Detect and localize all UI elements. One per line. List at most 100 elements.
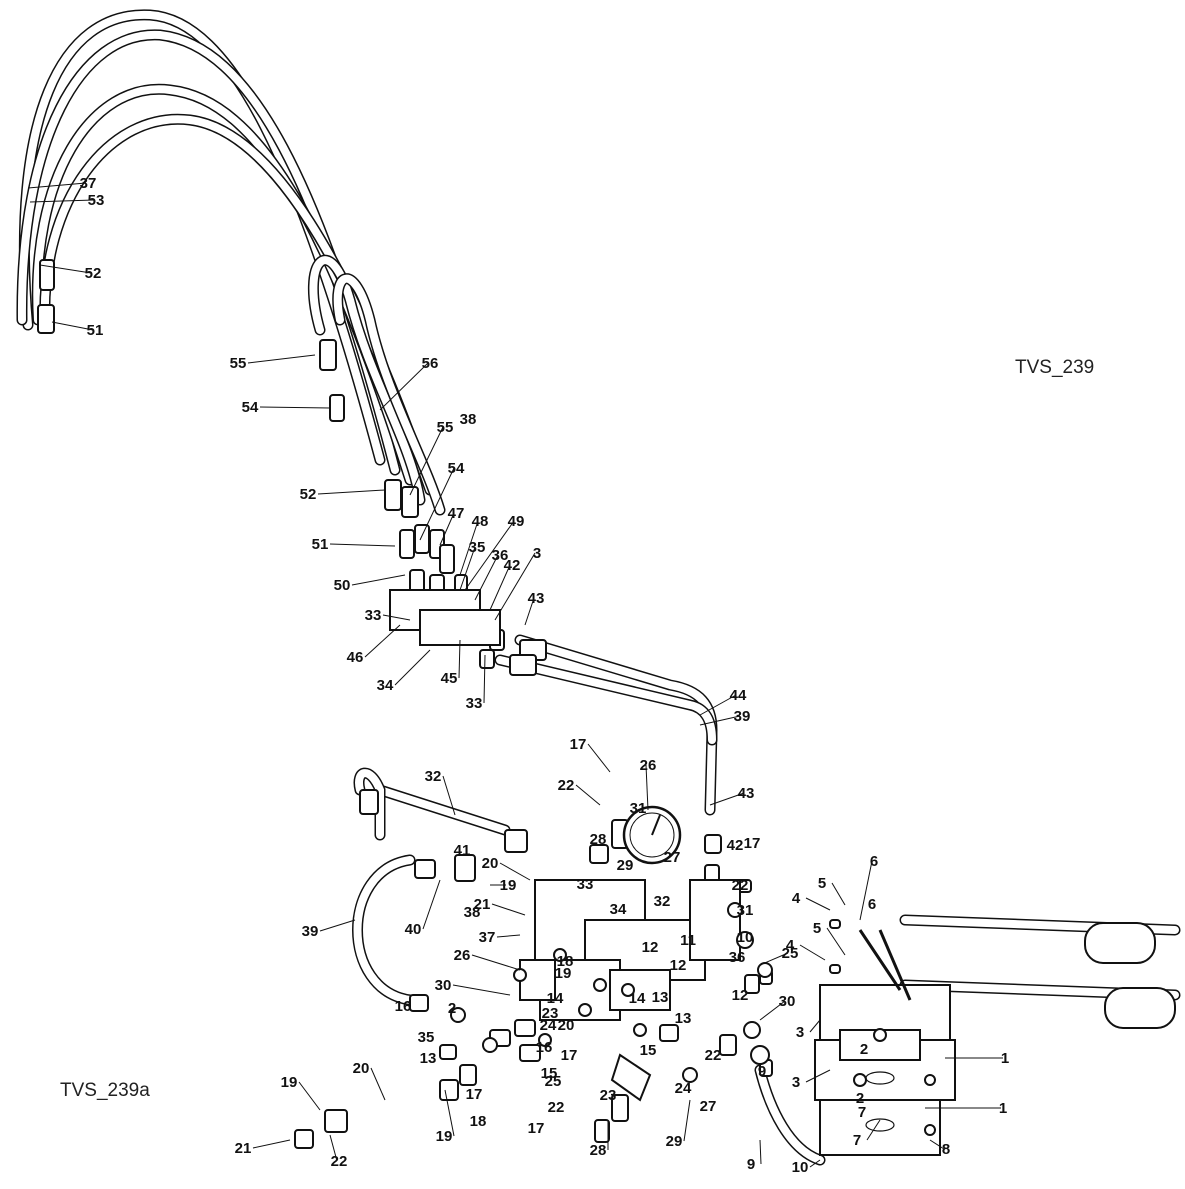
callout-56-6: 56: [422, 355, 439, 372]
callout-26-62: 26: [454, 947, 471, 964]
callout-37-49: 37: [479, 929, 496, 946]
fitting-body-5: [384, 479, 402, 511]
washer-7: [727, 902, 743, 918]
fitting-body-40: [459, 1064, 477, 1086]
washer-18: [924, 1074, 936, 1086]
fitting-body-21: [504, 829, 528, 853]
pressure-gauge-ring: [629, 812, 675, 858]
fitting-body-19: [479, 649, 495, 669]
fitting-body-37: [519, 1044, 541, 1062]
o-ring-2: [865, 1118, 895, 1132]
leader-line-47: [491, 903, 526, 916]
fitting-body-6: [401, 486, 419, 518]
callout-30-66: 30: [435, 977, 452, 994]
callout-46-22: 46: [347, 649, 364, 666]
washer-3: [682, 1067, 698, 1083]
leader-line-11: [419, 467, 455, 541]
callout-8-108: 8: [942, 1141, 950, 1158]
fitting-body-36: [514, 1019, 536, 1037]
callout-16-80: 16: [536, 1039, 553, 1056]
manifold-block-7: [689, 879, 741, 961]
callout-27-39: 27: [664, 849, 681, 866]
callout-20-37: 20: [482, 855, 499, 872]
callout-19-42: 19: [500, 877, 517, 894]
callout-39-28: 39: [734, 708, 751, 725]
fitting-body-7: [399, 529, 415, 559]
fitting-body-2: [37, 304, 55, 334]
callout-9-87: 9: [758, 1063, 766, 1080]
callout-23-76: 23: [542, 1005, 559, 1022]
callout-54-11: 54: [448, 460, 465, 477]
callout-10-110: 10: [792, 1159, 809, 1176]
fitting-body-44: [659, 1024, 679, 1042]
leader-line-17: [474, 554, 499, 601]
callout-17-92: 17: [466, 1086, 483, 1103]
callout-22-83: 22: [705, 1047, 722, 1064]
fitting-body-39: [439, 1079, 459, 1101]
callout-3-19: 3: [533, 545, 541, 562]
callout-53-2: 53: [88, 192, 105, 209]
leader-line-100: [866, 1119, 881, 1141]
callout-33-43: 33: [577, 876, 594, 893]
manifold-block-6: [609, 969, 671, 1011]
leader-line-56: [826, 927, 846, 956]
callout-6-53: 6: [870, 853, 878, 870]
callout-26-30: 26: [640, 757, 657, 774]
leader-line-49: [496, 934, 521, 938]
leader-line-19: [494, 552, 536, 621]
fitting-body-24: [409, 994, 429, 1012]
callout-29-105: 29: [666, 1133, 683, 1150]
callout-19-65: 19: [555, 965, 572, 982]
fitting-body-31: [704, 834, 722, 854]
leader-line-1: [27, 182, 87, 189]
callout-14-67: 14: [547, 990, 564, 1007]
callout-34-46: 34: [610, 901, 627, 918]
callout-22-96: 22: [548, 1099, 565, 1116]
callout-29-38: 29: [617, 857, 634, 874]
callout-14-68: 14: [629, 990, 646, 1007]
washer-4: [743, 1021, 761, 1039]
callout-22-107: 22: [331, 1153, 348, 1170]
callout-22-31: 22: [558, 777, 575, 794]
callout-54-7: 54: [242, 399, 259, 416]
leader-line-8: [409, 426, 444, 496]
washer-15: [538, 1033, 552, 1047]
callout-25-90: 25: [545, 1073, 562, 1090]
lever-arm: [610, 1053, 652, 1102]
callout-51-4: 51: [87, 322, 104, 339]
leader-line-109: [759, 1139, 762, 1165]
callout-19-103: 19: [436, 1128, 453, 1145]
callout-28-34: 28: [590, 831, 607, 848]
callout-22-44: 22: [732, 877, 749, 894]
fitting-body-10: [439, 544, 455, 574]
callout-31-33: 31: [630, 800, 647, 817]
callout-3-73: 3: [796, 1024, 804, 1041]
callout-4-60: 4: [786, 937, 795, 954]
leader-line-23: [394, 649, 431, 686]
fitting-body-22: [414, 859, 436, 879]
fitting-body-28: [594, 1119, 610, 1143]
callout-30-72: 30: [779, 993, 796, 1010]
hose-core-4: [40, 115, 434, 494]
fitting-body-38: [439, 1044, 457, 1060]
washer-1: [450, 1007, 466, 1023]
callout-5-56: 5: [813, 920, 821, 937]
leader-line-7: [259, 406, 331, 409]
callout-11-58: 11: [680, 932, 696, 949]
callout-45-24: 45: [441, 670, 458, 687]
leader-line-52: [831, 882, 846, 906]
leader-line-66: [452, 984, 511, 996]
callout-43-32: 43: [738, 785, 755, 802]
hose-outline-11: [352, 854, 416, 1006]
hose-core-12: [756, 1066, 824, 1164]
leader-line-3: [39, 264, 92, 274]
callout-55-8: 55: [437, 419, 454, 436]
callout-12-57: 12: [642, 939, 659, 956]
drawing-reference-bottom: TVS_239a: [60, 1080, 150, 1101]
leader-line-10: [317, 489, 386, 495]
fitting-body-23: [454, 854, 476, 882]
leader-line-36: [442, 775, 456, 816]
callout-55-5: 55: [230, 355, 247, 372]
leader-line-108: [929, 1139, 945, 1150]
